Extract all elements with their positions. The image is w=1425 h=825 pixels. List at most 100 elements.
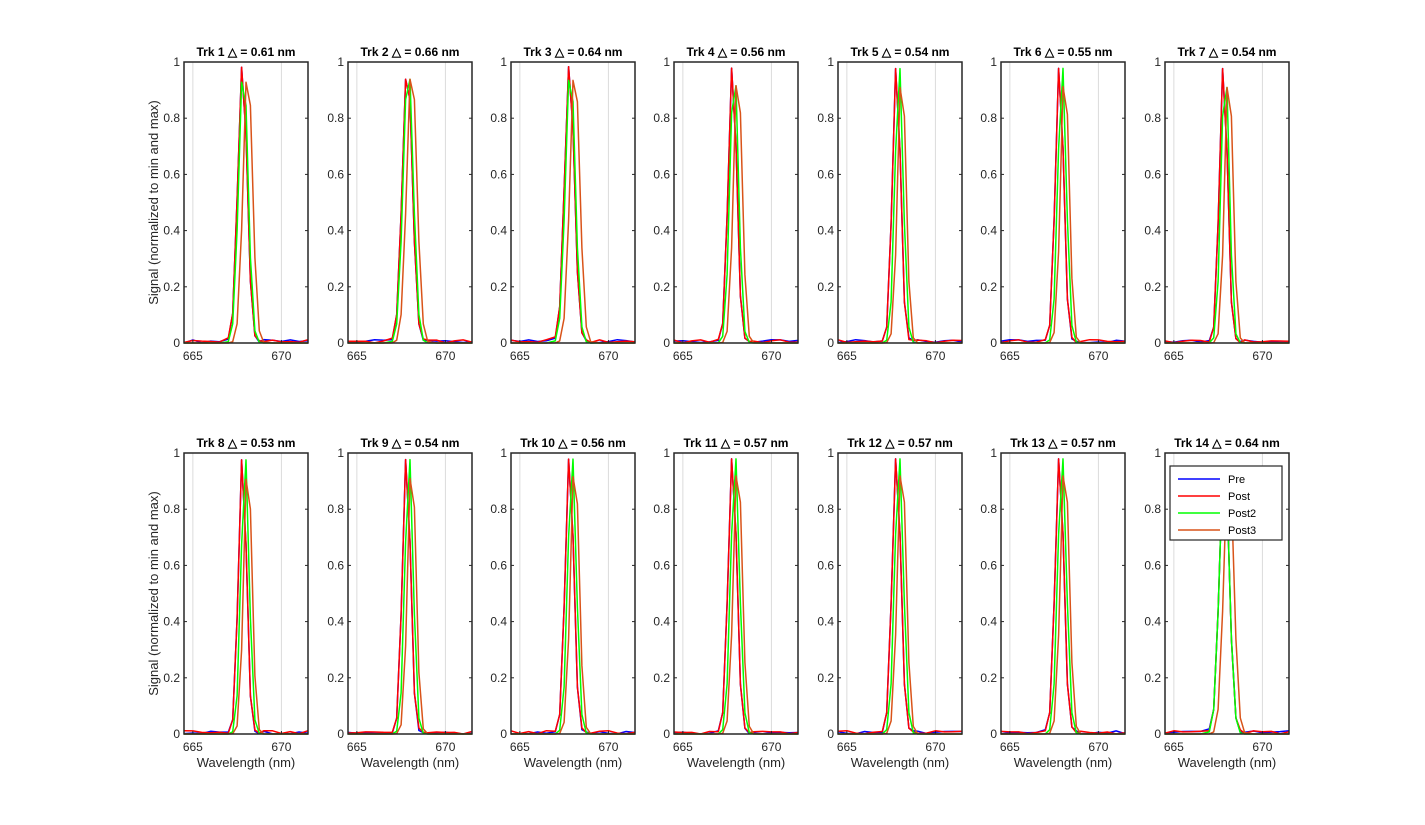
y-tick-label: 0.4 bbox=[1144, 224, 1161, 238]
x-tick-label: 665 bbox=[347, 740, 367, 754]
y-tick-label: 0.2 bbox=[1144, 280, 1161, 294]
y-tick-label: 0 bbox=[827, 336, 834, 350]
x-tick-label: 665 bbox=[1164, 349, 1184, 363]
x-tick-label: 670 bbox=[271, 349, 291, 363]
y-tick-label: 0.4 bbox=[980, 615, 997, 629]
y-tick-label: 0.4 bbox=[653, 224, 670, 238]
axes-frame bbox=[673, 452, 799, 735]
x-tick-label: 670 bbox=[598, 349, 618, 363]
x-tick-label: 665 bbox=[673, 740, 693, 754]
subplot-title: Trk 14 △ = 0.64 nm bbox=[1174, 436, 1280, 450]
y-tick-label: 1 bbox=[990, 55, 997, 69]
y-tick-label: 0 bbox=[173, 727, 180, 741]
y-tick-label: 0.6 bbox=[653, 558, 670, 572]
y-tick-label: 0.4 bbox=[1144, 615, 1161, 629]
y-tick-label: 0.8 bbox=[327, 111, 344, 125]
axes-frame bbox=[673, 61, 799, 344]
y-tick-label: 0.6 bbox=[490, 558, 507, 572]
y-tick-label: 1 bbox=[500, 446, 507, 460]
y-tick-label: 0.6 bbox=[817, 558, 834, 572]
y-tick-label: 0.2 bbox=[327, 671, 344, 685]
y-axis-label: Signal (normalized to min and max) bbox=[146, 100, 161, 304]
subplot-title: Trk 5 △ = 0.54 nm bbox=[851, 45, 950, 59]
y-tick-label: 0 bbox=[990, 727, 997, 741]
y-tick-label: 0.8 bbox=[1144, 111, 1161, 125]
y-tick-label: 0 bbox=[663, 727, 670, 741]
y-tick-label: 0.4 bbox=[653, 615, 670, 629]
subplot-title: Trk 4 △ = 0.56 nm bbox=[687, 45, 786, 59]
y-tick-label: 0.8 bbox=[817, 502, 834, 516]
legend-box bbox=[1169, 465, 1283, 541]
axes-frame bbox=[183, 452, 309, 735]
y-tick-label: 0.6 bbox=[1144, 558, 1161, 572]
y-tick-label: 0.8 bbox=[817, 111, 834, 125]
x-axis-label: Wavelength (nm) bbox=[1178, 755, 1277, 770]
x-tick-label: 670 bbox=[1252, 349, 1272, 363]
y-tick-label: 0.2 bbox=[490, 280, 507, 294]
y-tick-label: 1 bbox=[990, 446, 997, 460]
axes-frame bbox=[183, 61, 309, 344]
x-tick-label: 670 bbox=[925, 740, 945, 754]
axes-frame bbox=[1000, 452, 1126, 735]
y-tick-label: 0.8 bbox=[163, 502, 180, 516]
y-tick-label: 0.4 bbox=[490, 224, 507, 238]
x-axis-label: Wavelength (nm) bbox=[524, 755, 623, 770]
subplot-title: Trk 11 △ = 0.57 nm bbox=[684, 436, 789, 450]
subplot-title: Trk 12 △ = 0.57 nm bbox=[847, 436, 953, 450]
x-tick-label: 665 bbox=[837, 740, 857, 754]
subplot-title: Trk 1 △ = 0.61 nm bbox=[197, 45, 296, 59]
x-tick-label: 665 bbox=[673, 349, 693, 363]
y-tick-label: 0 bbox=[990, 336, 997, 350]
y-tick-label: 0.2 bbox=[163, 671, 180, 685]
y-tick-label: 0.4 bbox=[327, 224, 344, 238]
x-tick-label: 665 bbox=[1000, 740, 1020, 754]
y-tick-label: 0.2 bbox=[980, 280, 997, 294]
subplot-trk-10: 0 0.2 0.4 0.6 0.8 1 665 670 Trk 10 △ = 0.56 nm Wa… bbox=[490, 436, 636, 770]
y-tick-label: 1 bbox=[337, 55, 344, 69]
y-tick-label: 0.4 bbox=[490, 615, 507, 629]
y-tick-label: 1 bbox=[663, 55, 670, 69]
y-tick-label: 0.8 bbox=[653, 111, 670, 125]
x-tick-label: 665 bbox=[837, 349, 857, 363]
y-tick-label: 1 bbox=[827, 446, 834, 460]
y-tick-label: 0 bbox=[173, 336, 180, 350]
axes-frame bbox=[1164, 452, 1290, 735]
subplot-trk-13: 0 0.2 0.4 0.6 0.8 1 665 670 Trk 13 △ = 0.57 nm Wa… bbox=[980, 436, 1126, 770]
axes-frame bbox=[837, 452, 963, 735]
y-tick-label: 0.2 bbox=[163, 280, 180, 294]
subplot-trk-11: 0 0.2 0.4 0.6 0.8 1 665 670 Trk 11 △ = 0.57 nm Wa… bbox=[653, 436, 799, 770]
y-tick-label: 0 bbox=[500, 336, 507, 350]
x-tick-label: 665 bbox=[1164, 740, 1184, 754]
axes-frame bbox=[1164, 61, 1290, 344]
y-tick-label: 0.8 bbox=[327, 502, 344, 516]
x-tick-label: 670 bbox=[925, 349, 945, 363]
y-axis-label: Signal (normalized to min and max) bbox=[146, 491, 161, 695]
subplot-trk-1: 0 0.2 0.4 0.6 0.8 1 665 670 Trk 1 △ = 0.61 nm Sig… bbox=[146, 45, 309, 363]
x-tick-label: 670 bbox=[1088, 740, 1108, 754]
y-tick-label: 0.2 bbox=[1144, 671, 1161, 685]
subplot-trk-3: 0 0.2 0.4 0.6 0.8 1 665 670 Trk 3 △ = 0.64 nm bbox=[490, 45, 636, 363]
series-line-post bbox=[1001, 67, 1125, 344]
y-tick-label: 0 bbox=[663, 336, 670, 350]
y-tick-label: 1 bbox=[337, 446, 344, 460]
subplot-trk-9: 0 0.2 0.4 0.6 0.8 1 665 670 Trk 9 △ = 0.54 nm Wav… bbox=[327, 436, 473, 770]
subplot-title: Trk 8 △ = 0.53 nm bbox=[197, 436, 296, 450]
legend-label-post: Post bbox=[1228, 491, 1250, 503]
subplot-trk-5: 0 0.2 0.4 0.6 0.8 1 665 670 Trk 5 △ = 0.54 nm bbox=[817, 45, 963, 363]
y-tick-label: 0.6 bbox=[980, 167, 997, 181]
y-tick-label: 0.4 bbox=[817, 615, 834, 629]
x-tick-label: 670 bbox=[1252, 740, 1272, 754]
y-tick-label: 0.6 bbox=[327, 167, 344, 181]
x-tick-label: 670 bbox=[1088, 349, 1108, 363]
legend-label-pre: Pre bbox=[1228, 474, 1245, 486]
y-tick-label: 0 bbox=[1154, 727, 1161, 741]
y-tick-label: 0.4 bbox=[163, 615, 180, 629]
y-tick-label: 0.8 bbox=[490, 111, 507, 125]
x-tick-label: 670 bbox=[761, 740, 781, 754]
x-axis-label: Wavelength (nm) bbox=[687, 755, 786, 770]
y-tick-label: 1 bbox=[173, 446, 180, 460]
y-tick-label: 0.2 bbox=[817, 280, 834, 294]
y-tick-label: 0.4 bbox=[980, 224, 997, 238]
y-tick-label: 0.8 bbox=[1144, 502, 1161, 516]
